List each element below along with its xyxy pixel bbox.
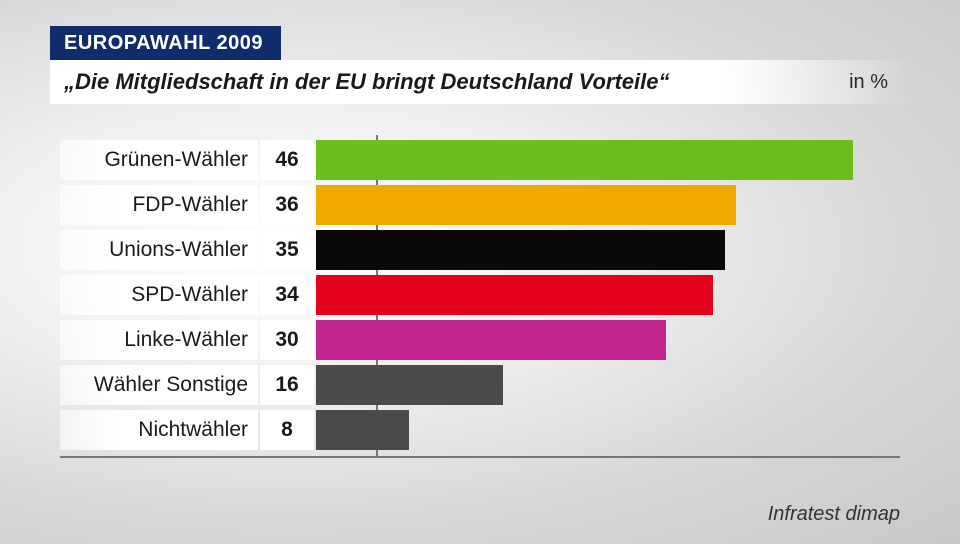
row-bar (316, 230, 725, 270)
row-value: 36 (260, 185, 314, 225)
chart-row: Linke-Wähler30 (60, 320, 900, 360)
row-label: Unions-Wähler (60, 230, 258, 270)
chart-row: Unions-Wähler35 (60, 230, 900, 270)
row-value: 8 (260, 410, 314, 450)
row-bar-cell (316, 230, 900, 270)
row-label: Grünen-Wähler (60, 140, 258, 180)
row-value: 46 (260, 140, 314, 180)
bar-chart: Grünen-Wähler46FDP-Wähler36Unions-Wähler… (60, 140, 900, 455)
row-bar-cell (316, 275, 900, 315)
subtitle-bar: „Die Mitgliedschaft in der EU bringt Deu… (50, 60, 910, 104)
row-bar (316, 185, 736, 225)
row-bar-cell (316, 410, 900, 450)
row-bar (316, 275, 713, 315)
row-label: Wähler Sonstige (60, 365, 258, 405)
row-bar (316, 140, 853, 180)
row-value: 16 (260, 365, 314, 405)
row-value: 35 (260, 230, 314, 270)
chart-row: FDP-Wähler36 (60, 185, 900, 225)
chart-row: SPD-Wähler34 (60, 275, 900, 315)
header-bar: EUROPAWAHL 2009 (50, 26, 281, 60)
row-bar (316, 320, 666, 360)
chart-subtitle: „Die Mitgliedschaft in der EU bringt Deu… (64, 69, 669, 95)
chart-row: Grünen-Wähler46 (60, 140, 900, 180)
row-label: FDP-Wähler (60, 185, 258, 225)
row-bar-cell (316, 140, 900, 180)
row-bar-cell (316, 185, 900, 225)
chart-unit: in % (849, 71, 888, 94)
chart-bottom-rule (60, 456, 900, 458)
chart-row: Nichtwähler8 (60, 410, 900, 450)
row-label: Linke-Wähler (60, 320, 258, 360)
row-bar (316, 410, 409, 450)
source-label: Infratest dimap (768, 503, 900, 526)
row-bar-cell (316, 365, 900, 405)
header-title: EUROPAWAHL 2009 (64, 32, 263, 55)
row-label: Nichtwähler (60, 410, 258, 450)
row-bar (316, 365, 503, 405)
row-bar-cell (316, 320, 900, 360)
row-label: SPD-Wähler (60, 275, 258, 315)
row-value: 34 (260, 275, 314, 315)
row-value: 30 (260, 320, 314, 360)
chart-row: Wähler Sonstige16 (60, 365, 900, 405)
